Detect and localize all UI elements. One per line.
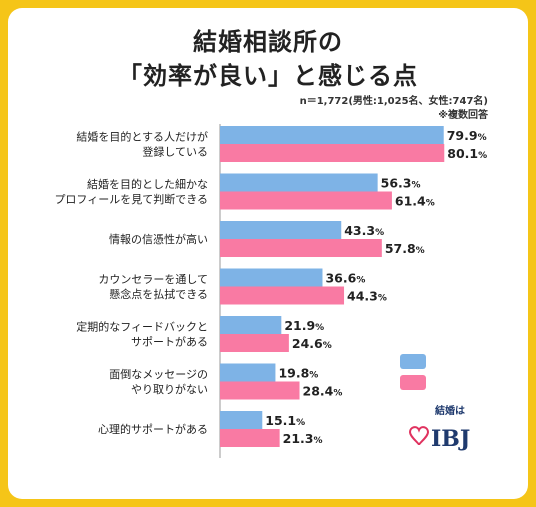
data-label-unit: % [309,371,318,381]
category-label: 結婚を目的とした細かな [87,177,208,191]
data-label-unit: % [323,341,332,351]
data-label: 43.3% [344,223,384,238]
data-label: 80.1% [447,146,487,161]
data-label-unit: % [375,228,384,238]
bar [220,429,280,447]
bar [220,221,342,239]
legend-swatch-male [400,354,426,369]
bar [220,363,276,382]
data-label: 56.3% [381,176,421,191]
data-label-unit: % [378,294,387,304]
bar [220,268,323,287]
bar [220,173,378,192]
category-label: 情報の信憑性が高い [109,232,208,246]
logo-brand: IBJ [431,426,470,452]
data-label: 19.8% [278,366,318,381]
category-label: 懸念点を払拭できる [109,287,208,301]
multiple-answer-note: ※複数回答 [438,110,488,121]
category-label: 心理的サポートがある [98,422,208,436]
data-label-unit: % [315,323,324,333]
chart-title-line2: 「効率が良い」と感じる点 [118,62,418,90]
data-label-unit: % [411,181,420,191]
category-label: 定期的なフィードバックと [76,320,208,334]
category-label: カウンセラーを通して [98,273,208,286]
data-label: 44.3% [347,289,387,304]
legend-swatch-female [400,375,426,390]
chart-title-line1: 結婚相談所の [193,28,343,56]
category-label: サポートがある [131,335,208,349]
data-label: 79.9% [447,128,487,143]
data-label: 28.4% [303,384,343,399]
data-label-unit: % [416,246,425,256]
category-label: 登録している [142,145,208,159]
data-label: 15.1% [265,413,305,428]
data-label-unit: % [333,389,342,399]
data-label: 57.8% [385,241,425,256]
bar [220,316,282,334]
data-label: 21.3% [283,431,323,446]
ibj-logo: 結婚は IBJ [408,404,470,452]
category-label: やり取りがない [131,382,208,396]
heart-icon [408,426,430,446]
data-label: 36.6% [325,271,365,286]
logo-small-text: 結婚は [435,404,465,417]
data-label: 61.4% [395,194,435,209]
data-label-unit: % [356,276,365,286]
bar [220,286,345,305]
data-label: 24.6% [292,336,332,351]
bar [220,239,382,257]
bar [220,144,445,162]
data-label: 21.9% [284,318,324,333]
data-label-unit: % [426,199,435,209]
bar [220,126,444,144]
chart-card: 結婚相談所の 「効率が良い」と感じる点 n＝1,772(男性:1,025名、女性… [8,8,528,499]
bar [220,334,289,352]
bar [220,381,300,400]
category-label: プロフィールを見て判断できる [54,192,208,206]
data-label-unit: % [313,436,322,446]
category-label: 面倒なメッセージの [109,368,208,381]
data-label-unit: % [478,133,487,143]
category-label: 結婚を目的とする人だけが [76,130,208,144]
data-label-unit: % [478,151,487,161]
sample-size-note: n＝1,772(男性:1,025名、女性:747名) [299,96,488,107]
bar [220,411,263,429]
bar [220,191,392,210]
data-label-unit: % [296,418,305,428]
